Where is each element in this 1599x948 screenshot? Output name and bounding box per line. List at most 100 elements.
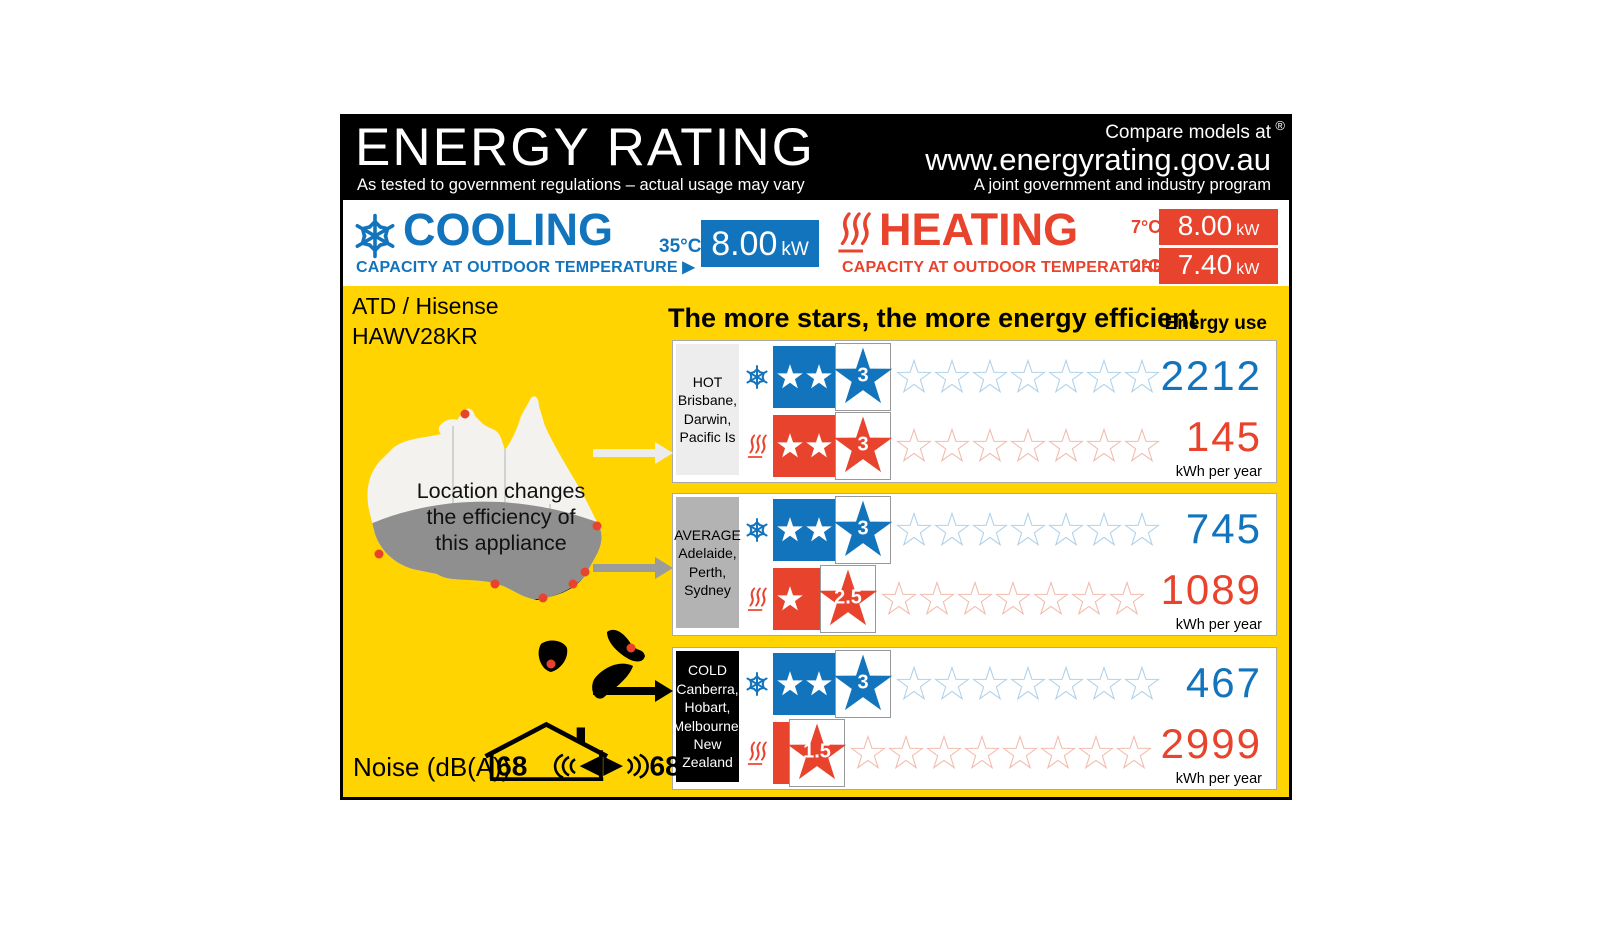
map-caption: Location changes the efficiency of this … xyxy=(416,479,586,556)
cooling-energy-value: 2212 xyxy=(1160,352,1262,400)
star-rating-number: 3 xyxy=(857,364,869,387)
big-star-icon xyxy=(818,569,878,626)
outline-star-icon xyxy=(1048,666,1084,701)
zone-row-cold: COLD Canberra, Hobart, Melbourne, New Zeala… xyxy=(672,647,1277,790)
flame-icon xyxy=(747,741,767,765)
australia-map: Location changes the efficiency of this … xyxy=(345,386,657,718)
outline-star-icon xyxy=(934,359,970,394)
outline-star-icon xyxy=(1048,512,1084,547)
zone-city: Hobart, xyxy=(684,699,731,716)
outline-star-icon xyxy=(1109,581,1145,616)
stars-heading: The more stars, the more energy efficien… xyxy=(668,303,1198,333)
small-star-icon xyxy=(806,517,832,542)
flame-icon xyxy=(747,434,767,458)
heating-capacity-unit-2: kW xyxy=(1236,261,1260,278)
tasmania xyxy=(538,640,568,672)
snowflake-icon xyxy=(355,213,395,259)
registered-mark: ® xyxy=(1275,118,1285,133)
outline-stars xyxy=(896,512,1160,548)
label-title: ENERGY RATING xyxy=(355,118,815,177)
capacity-band: COOLING CAPACITY AT OUTDOOR TEMPERATURE … xyxy=(343,200,1289,286)
outline-star-icon xyxy=(972,512,1008,547)
outline-star-icon xyxy=(934,428,970,463)
small-star-icon xyxy=(777,671,803,696)
outline-star-icon xyxy=(1071,581,1107,616)
label-header: ENERGY RATING As tested to government re… xyxy=(343,117,1289,200)
flame-icon xyxy=(747,587,767,611)
zone-name: HOT xyxy=(692,373,723,390)
outline-star-icon xyxy=(972,666,1008,701)
outline-star-icon xyxy=(1040,735,1076,770)
big-star-icon xyxy=(833,654,893,711)
small-star-icon xyxy=(777,586,803,611)
heating-temp-1: 7°C xyxy=(1131,217,1162,237)
outline-star-icon xyxy=(888,735,924,770)
snowflake-icon xyxy=(351,212,399,265)
star-rating-number: 2.5 xyxy=(834,586,862,609)
heating-capacity-unit-1: kW xyxy=(1236,222,1260,239)
big-star-icon xyxy=(833,500,893,557)
heating-capacity-box-2: 7.40 kW xyxy=(1159,248,1278,284)
australia-map-svg xyxy=(367,396,645,699)
heating-capacity-value-2: 7.40 xyxy=(1177,249,1233,280)
model-info: ATD / Hisense HAWV28KR xyxy=(352,291,499,352)
filled-star-box xyxy=(773,722,789,784)
outline-star-icon xyxy=(1010,428,1046,463)
star-rating-number: 3 xyxy=(857,671,869,694)
outline-star-icon xyxy=(1078,735,1114,770)
cooling-rating: 3 467 xyxy=(740,650,1274,718)
chimney xyxy=(576,727,586,743)
outline-star-icon xyxy=(850,735,886,770)
outline-stars xyxy=(881,581,1145,617)
outline-star-icon xyxy=(1086,512,1122,547)
zone-name: AVERAGE xyxy=(674,526,741,543)
filled-star-box xyxy=(773,415,835,477)
outline-star-icon xyxy=(926,735,962,770)
big-star-box: 2.5 xyxy=(818,565,878,633)
big-star-icon xyxy=(833,416,893,473)
outline-star-icon xyxy=(972,359,1008,394)
outdoor-sound-waves xyxy=(626,753,649,779)
star-rating-number: 1.5 xyxy=(803,740,831,763)
heating-caption: CAPACITY AT OUTDOOR TEMPERATURE ▶ xyxy=(842,259,1181,276)
outline-star-icon xyxy=(896,359,932,394)
label-subtitle: As tested to government regulations – ac… xyxy=(357,176,805,194)
map-zone-average xyxy=(367,501,602,600)
program-text: A joint government and industry program xyxy=(973,176,1271,194)
kwh-per-year-label: kWh per year xyxy=(1175,464,1262,480)
zone-city: Pacific Is xyxy=(679,428,736,445)
heating-capacity-box-1: 8.00 kW xyxy=(1159,209,1278,245)
outline-star-icon xyxy=(896,428,932,463)
outline-star-icon xyxy=(1010,512,1046,547)
zone-city: Adelaide, xyxy=(678,545,737,562)
zone-city: Canberra, xyxy=(676,680,739,697)
small-star-icon xyxy=(806,671,832,696)
new-zealand-north xyxy=(607,629,645,662)
cooling-caption: CAPACITY AT OUTDOOR TEMPERATURE ▶ xyxy=(356,259,695,276)
big-star-box: 3 xyxy=(833,343,893,411)
zone-row-average: AVERAGE Adelaide, Perth, Sydney 3 xyxy=(672,493,1277,636)
outline-stars xyxy=(850,735,1152,771)
zone-label-average: AVERAGE Adelaide, Perth, Sydney xyxy=(674,497,741,628)
outline-star-icon xyxy=(1124,428,1160,463)
zone-city: Sydney xyxy=(684,581,731,598)
big-star-box: 3 xyxy=(833,496,893,564)
kwh-per-year-label: kWh per year xyxy=(1175,617,1262,633)
snowflake-icon xyxy=(745,364,768,390)
heating-temp-2: 2°C xyxy=(1131,256,1162,276)
indoor-speaker-icon xyxy=(579,756,600,777)
outline-star-icon xyxy=(1086,666,1122,701)
noise-label: Noise (dB(A)) xyxy=(353,752,511,782)
noise-house-icon: 68 68 xyxy=(484,721,681,781)
indoor-sound-waves xyxy=(553,753,576,779)
cooling-capacity-box: 8.00 kW xyxy=(701,220,819,267)
heating-energy-value: 2999 xyxy=(1160,720,1262,767)
outline-star-icon xyxy=(1124,666,1160,701)
model-number: HAWV28KR xyxy=(352,323,478,350)
outline-star-icon xyxy=(1116,735,1152,770)
small-star-icon xyxy=(806,364,832,389)
cooling-rating: 3 745 xyxy=(740,496,1274,564)
big-star-box: 3 xyxy=(833,412,893,480)
filled-star-box xyxy=(773,499,835,561)
flame-icon xyxy=(835,210,873,259)
